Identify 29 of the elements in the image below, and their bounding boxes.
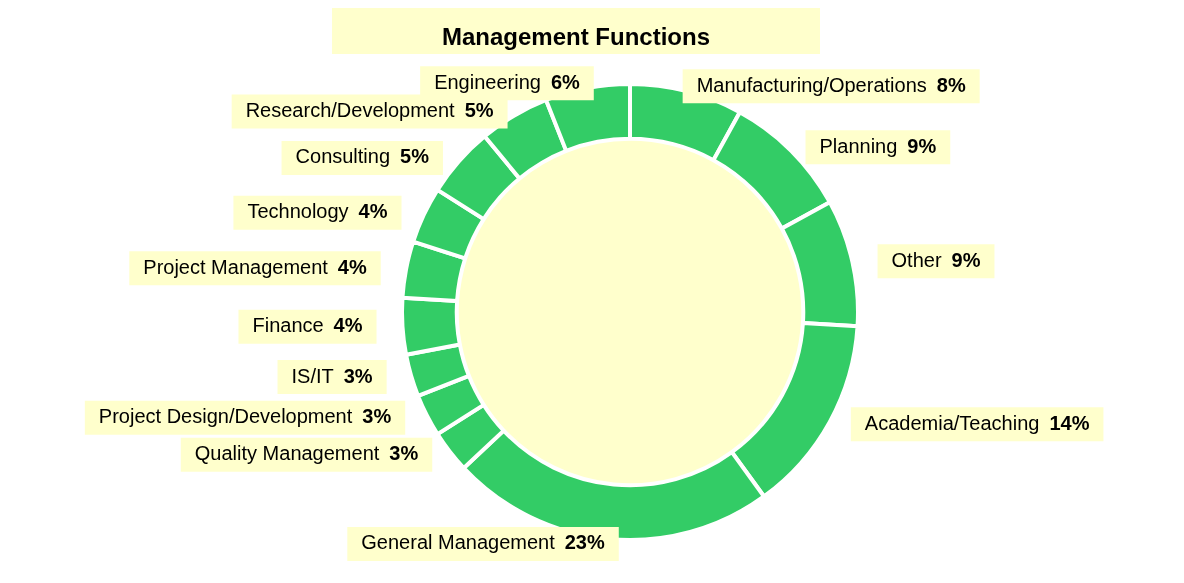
data-label: 14% [1049,411,1090,434]
slice-label: Project Management [143,255,329,278]
data-label: 3% [362,405,392,428]
slice-label: General Management [361,531,556,554]
data-label: 4% [358,200,388,223]
data-label: 8% [936,73,966,96]
slice-label: Finance [252,314,324,337]
data-label: 5% [464,98,494,121]
slice-label: Planning [819,134,898,157]
slice-label: Academia/Teaching [864,411,1040,434]
data-label: 5% [400,145,430,168]
data-label: 9% [907,134,937,157]
data-label: 6% [550,70,580,93]
slice-label: Quality Management [194,442,380,465]
chart-title: Management Functions [441,22,711,50]
data-label: 3% [343,364,373,387]
slice-label: Manufacturing/Operations [696,73,927,96]
slice-label: IS/IT [291,364,334,387]
data-label: 3% [389,442,419,465]
data-label: 23% [564,531,605,554]
data-label: 9% [951,248,981,271]
slice-label: Research/Development [245,98,456,121]
slice-label: Engineering [434,70,541,93]
data-label: 4% [337,255,367,278]
slice-label: Other [891,248,942,271]
slice-label: Consulting [295,145,391,168]
slice-label: Project Design/Development [98,405,353,428]
data-label: 4% [333,314,363,337]
slice-label: Technology [247,200,349,223]
